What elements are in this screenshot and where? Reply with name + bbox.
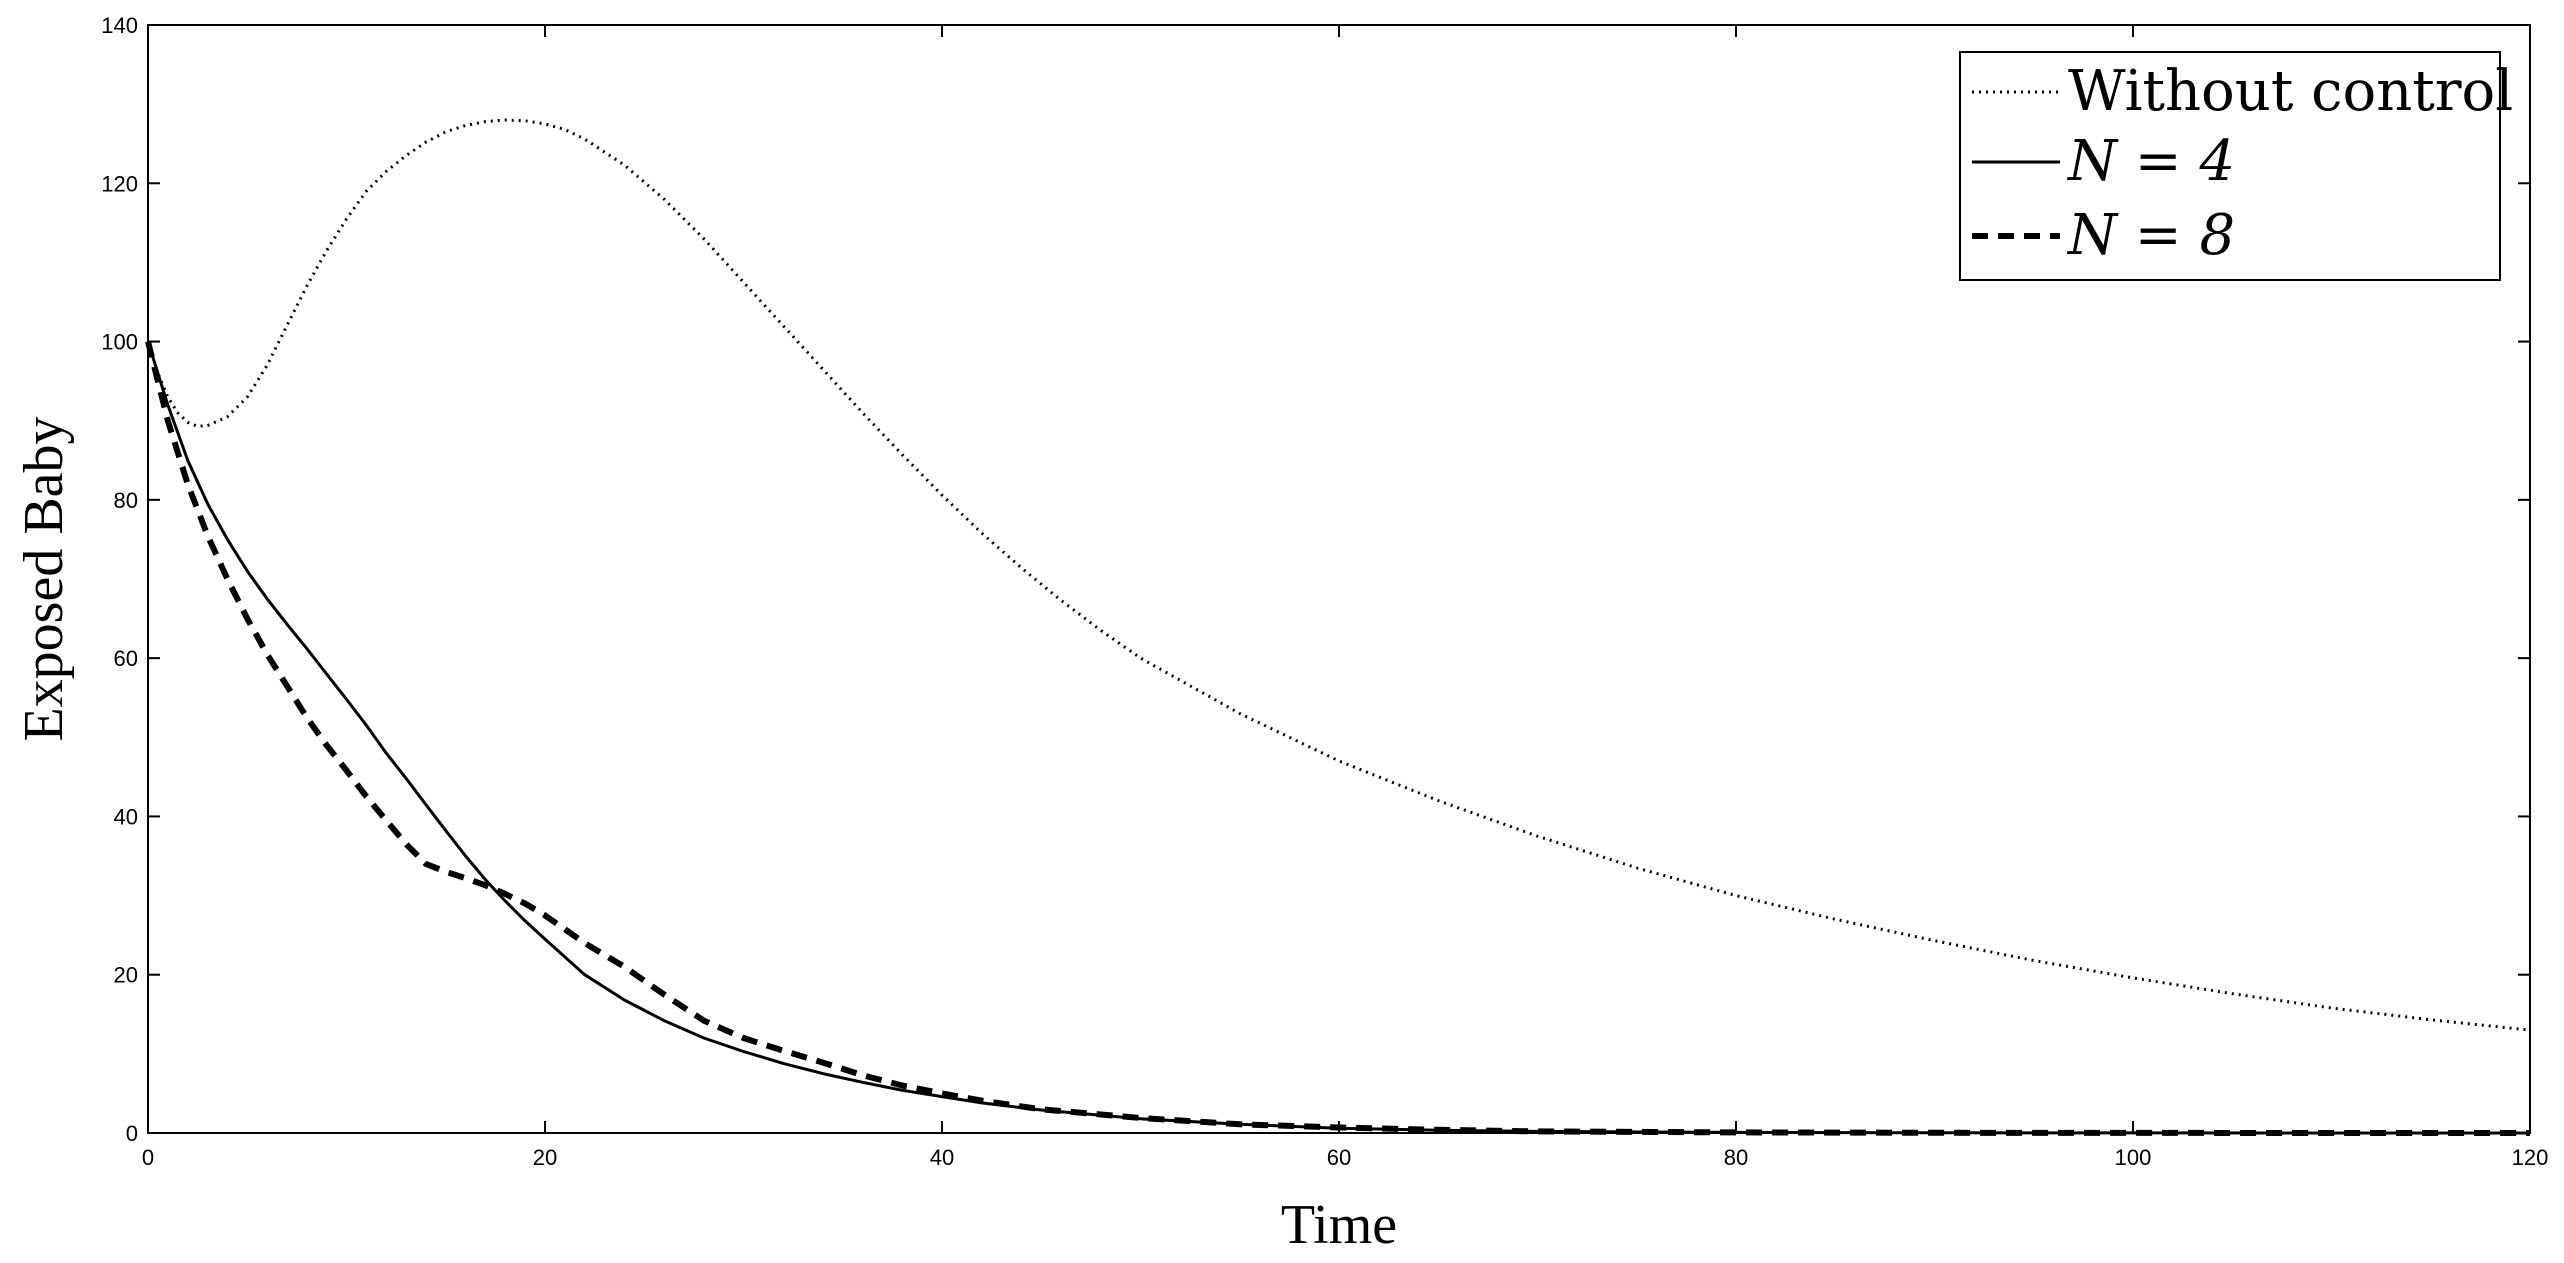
y-tick-label: 140 <box>101 13 138 38</box>
y-tick-label: 0 <box>126 1121 138 1146</box>
x-tick-label: 120 <box>2512 1145 2549 1170</box>
x-tick-label: 40 <box>930 1145 954 1170</box>
legend: Without control N = 4 N = 8 <box>1959 51 2513 281</box>
x-tick-label: 80 <box>1724 1145 1748 1170</box>
y-tick-label: 120 <box>101 171 138 196</box>
y-tick-label: 100 <box>101 330 138 355</box>
legend-label-without-control: Without control <box>2068 59 2513 124</box>
x-tick-label: 20 <box>533 1145 557 1170</box>
legend-label-n8: N = 8 <box>2066 203 2235 268</box>
series-lines <box>145 118 2531 1136</box>
legend-label-n4: N = 4 <box>2066 129 2235 194</box>
x-tick-label: 0 <box>142 1145 154 1170</box>
x-axis-label: Time <box>1281 1194 1397 1256</box>
legend-box <box>1959 51 2501 281</box>
x-tick-label: 60 <box>1327 1145 1351 1170</box>
y-tick-label: 40 <box>114 804 138 829</box>
axis-tick-labels: 0 20 40 60 80 100 120 0 20 40 60 80 100 120 140 <box>101 13 2548 1170</box>
y-axis-label: Exposed Baby <box>13 416 75 741</box>
y-tick-label: 80 <box>114 488 138 513</box>
y-tick-label: 60 <box>114 646 138 671</box>
series-line-2 <box>145 340 2530 1136</box>
x-tick-label: 100 <box>2115 1145 2152 1170</box>
y-tick-label: 20 <box>114 963 138 988</box>
